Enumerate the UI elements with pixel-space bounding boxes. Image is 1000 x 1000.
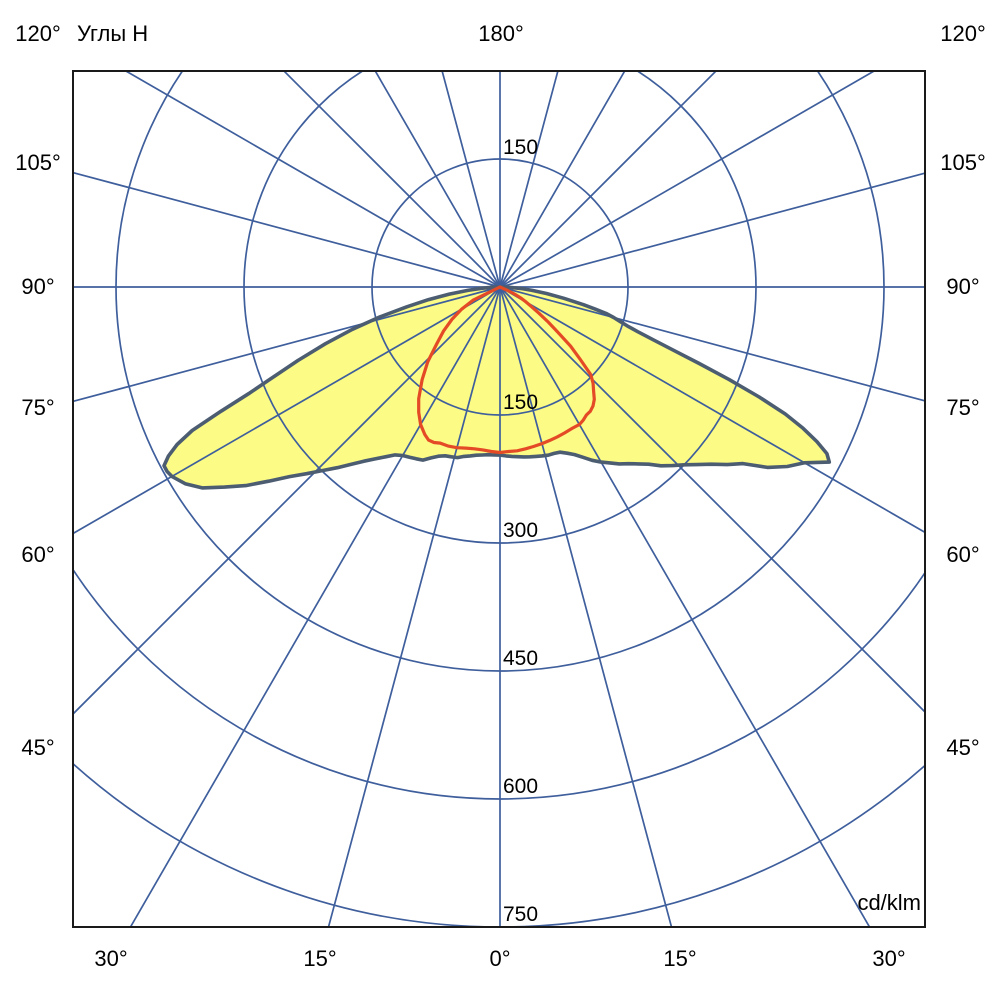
angle-label-right-90: 90° [946, 274, 980, 299]
angular-grid-ray-330 [129, 286, 501, 927]
angular-grid-ray-345 [327, 286, 501, 927]
angle-label-right-60: 60° [946, 542, 980, 567]
angular-grid-ray-195 [441, 71, 501, 288]
angular-grid-ray-105 [499, 172, 925, 288]
angle-label-top-right-120: 120° [940, 21, 986, 46]
angle-label-top-180: 180° [478, 21, 524, 46]
angle-label-left-90: 90° [21, 274, 55, 299]
angle-label-left-60: 60° [21, 542, 55, 567]
plot-frame [72, 70, 926, 928]
radial-tick-labels: 150 300 450 600 750 150 [503, 136, 538, 926]
angle-label-left-105: 105° [15, 150, 61, 175]
yellow-lobe-outline [162, 285, 832, 490]
angle-label-bottom-left-30: 30° [94, 946, 128, 971]
angle-label-bottom-right-30: 30° [872, 946, 906, 971]
angle-label-right-75: 75° [946, 395, 980, 420]
angle-label-bottom-left-15: 15° [303, 946, 337, 971]
angle-label-left-45: 45° [21, 735, 55, 760]
angular-grid-ray-225 [282, 71, 501, 288]
angular-grid-ray-210 [374, 71, 501, 288]
radial-tick-label-150: 150 [503, 391, 538, 414]
angular-grid-ray-255 [73, 171, 501, 288]
angular-grid-ray-60 [499, 286, 925, 534]
angular-grid-ray-285 [73, 286, 501, 403]
angle-label-right-105: 105° [940, 150, 986, 175]
yellow-lobe-fill [164, 287, 830, 488]
angle-label-bottom-0: 0° [489, 946, 511, 971]
angular-grid-ray-150 [499, 71, 626, 288]
angular-grid-ray-75 [499, 286, 925, 402]
angular-grid-ray-135 [499, 71, 718, 288]
radial-tick-label-750: 750 [503, 903, 538, 926]
radial-tick-label-450: 450 [503, 647, 538, 670]
angular-grid-ray-15 [499, 286, 673, 927]
angular-grid-ray-240 [124, 71, 501, 288]
angle-label-top-left-120: 120° [15, 21, 61, 46]
angular-grid-ray-165 [499, 71, 559, 288]
radial-tick-label-600: 600 [503, 775, 538, 798]
angle-label-right-45: 45° [946, 735, 980, 760]
unit-label: cd/klm [857, 890, 921, 915]
angle-label-left-75: 75° [21, 395, 55, 420]
angular-grid-ray-315 [73, 286, 501, 716]
radial-tick-label-top-150: 150 [503, 136, 538, 159]
angular-grid-ray-120 [499, 71, 876, 288]
angle-label-bottom-right-15: 15° [663, 946, 697, 971]
page-title: Углы H [77, 21, 149, 46]
red-intensity-curve [417, 285, 596, 455]
radial-tick-label-300: 300 [503, 519, 538, 542]
angular-grid-ray-300 [73, 286, 501, 535]
